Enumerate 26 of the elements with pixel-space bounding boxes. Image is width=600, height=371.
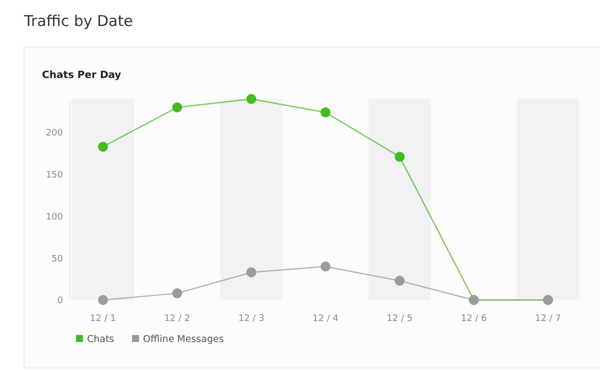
x-tick-label: 12 / 3 <box>238 314 264 324</box>
point <box>320 262 330 272</box>
chart-subtitle: Chats Per Day <box>42 70 122 81</box>
legend-label: Chats <box>87 334 114 345</box>
x-tick-label: 12 / 4 <box>312 314 339 324</box>
point <box>172 102 182 112</box>
x-tick-label: 12 / 6 <box>460 314 488 324</box>
x-tick-label: 12 / 7 <box>535 314 561 324</box>
y-tick-label: 0 <box>57 296 64 306</box>
point <box>98 142 108 152</box>
point <box>394 276 405 286</box>
point <box>172 288 182 298</box>
legend-label: Offline Messages <box>143 334 224 345</box>
point <box>246 94 256 104</box>
point <box>246 267 256 278</box>
x-tick-label: 12 / 1 <box>90 314 116 324</box>
x-tick-label: 12 / 5 <box>386 314 413 324</box>
chart-title: Traffic by Date <box>23 12 133 30</box>
point <box>320 107 330 118</box>
y-tick-label: 150 <box>46 170 64 181</box>
point <box>394 152 405 162</box>
x-tick-label: 12 / 2 <box>164 314 190 324</box>
y-tick-label: 50 <box>52 254 64 264</box>
y-tick-label: 100 <box>46 212 64 222</box>
y-tick-label: 200 <box>46 128 64 139</box>
point <box>98 295 108 305</box>
